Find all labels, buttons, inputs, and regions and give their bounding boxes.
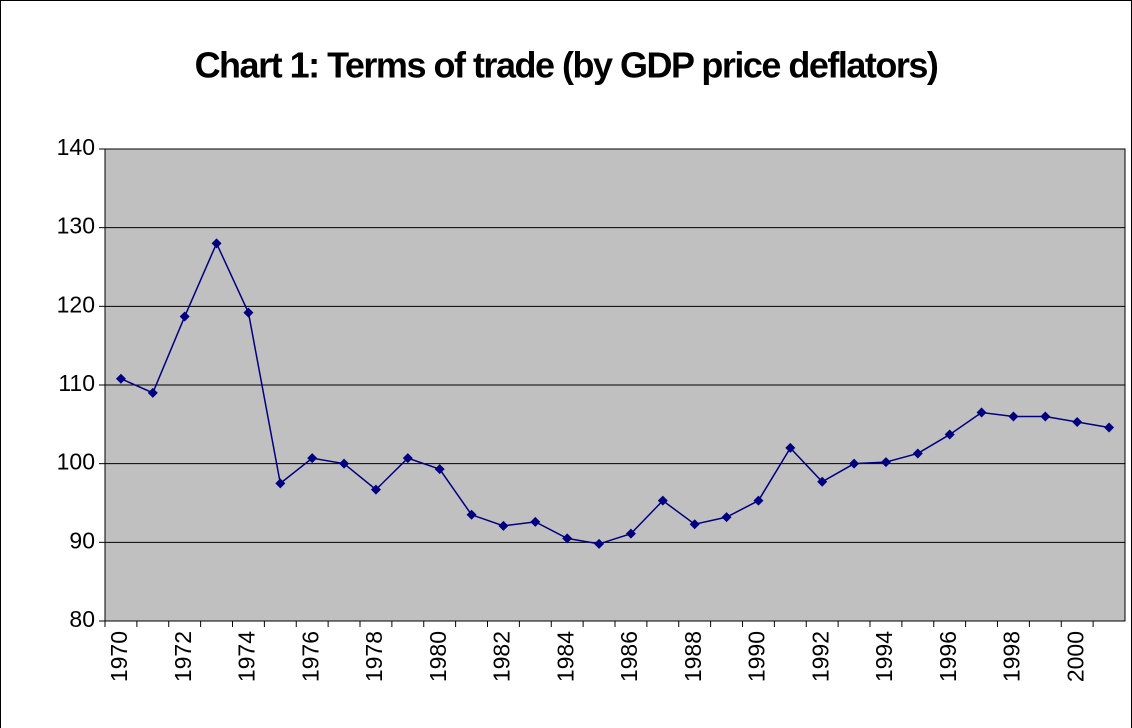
x-tick-label: 1996	[935, 631, 961, 682]
point-marker	[1008, 411, 1019, 422]
x-tick-label: 1976	[297, 631, 323, 682]
point-marker	[880, 457, 891, 468]
point-marker	[1040, 411, 1051, 422]
point-marker	[147, 387, 158, 398]
point-marker	[530, 516, 541, 527]
point-marker	[657, 495, 668, 506]
x-tick-label: 1984	[552, 631, 578, 682]
x-tick-label: 1992	[807, 631, 833, 682]
x-tick-label: 1978	[361, 631, 387, 682]
x-tick-label: 1994	[871, 631, 897, 682]
point-marker	[817, 476, 828, 487]
y-tick-label: 90	[69, 527, 95, 553]
point-marker	[753, 495, 764, 506]
x-tick-label: 1982	[489, 631, 515, 682]
chart-title: Chart 1: Terms of trade (by GDP price de…	[195, 45, 938, 86]
y-tick-label: 80	[69, 606, 95, 632]
y-tick-label: 120	[57, 291, 95, 317]
series-line	[120, 241, 1110, 545]
point-marker	[115, 373, 126, 384]
point-marker	[466, 509, 477, 520]
point-marker	[370, 484, 381, 495]
y-tick-label: 100	[57, 449, 95, 475]
point-marker	[307, 453, 318, 464]
y-tick-label: 140	[57, 134, 95, 160]
x-tick-label: 1980	[425, 631, 451, 682]
x-tick-label: 2000	[1062, 631, 1088, 682]
point-marker	[689, 519, 700, 530]
point-marker	[211, 238, 222, 249]
point-marker	[721, 512, 732, 523]
point-marker	[849, 458, 860, 469]
point-marker	[625, 528, 636, 539]
y-tick-label: 110	[58, 370, 95, 396]
point-marker	[785, 442, 796, 453]
point-marker	[243, 307, 254, 318]
point-marker	[944, 429, 955, 440]
x-tick-label: 1970	[106, 631, 132, 682]
point-marker	[1072, 416, 1083, 427]
x-tick-label: 1990	[744, 631, 770, 682]
point-marker	[434, 464, 445, 475]
point-marker	[1104, 422, 1115, 433]
x-tick-label: 1972	[170, 631, 196, 682]
point-marker	[594, 538, 605, 549]
x-tick-label: 1986	[616, 631, 642, 682]
point-marker	[498, 520, 509, 531]
point-marker	[275, 478, 286, 489]
x-tick-label: 1988	[680, 631, 706, 682]
point-marker	[402, 453, 413, 464]
point-marker	[339, 458, 350, 469]
point-marker	[562, 533, 573, 544]
point-marker	[976, 407, 987, 418]
x-tick-label: 1974	[234, 631, 260, 682]
point-marker	[179, 311, 190, 322]
y-tick-label: 130	[57, 213, 95, 239]
point-marker	[912, 448, 923, 459]
x-tick-label: 1998	[999, 631, 1025, 682]
